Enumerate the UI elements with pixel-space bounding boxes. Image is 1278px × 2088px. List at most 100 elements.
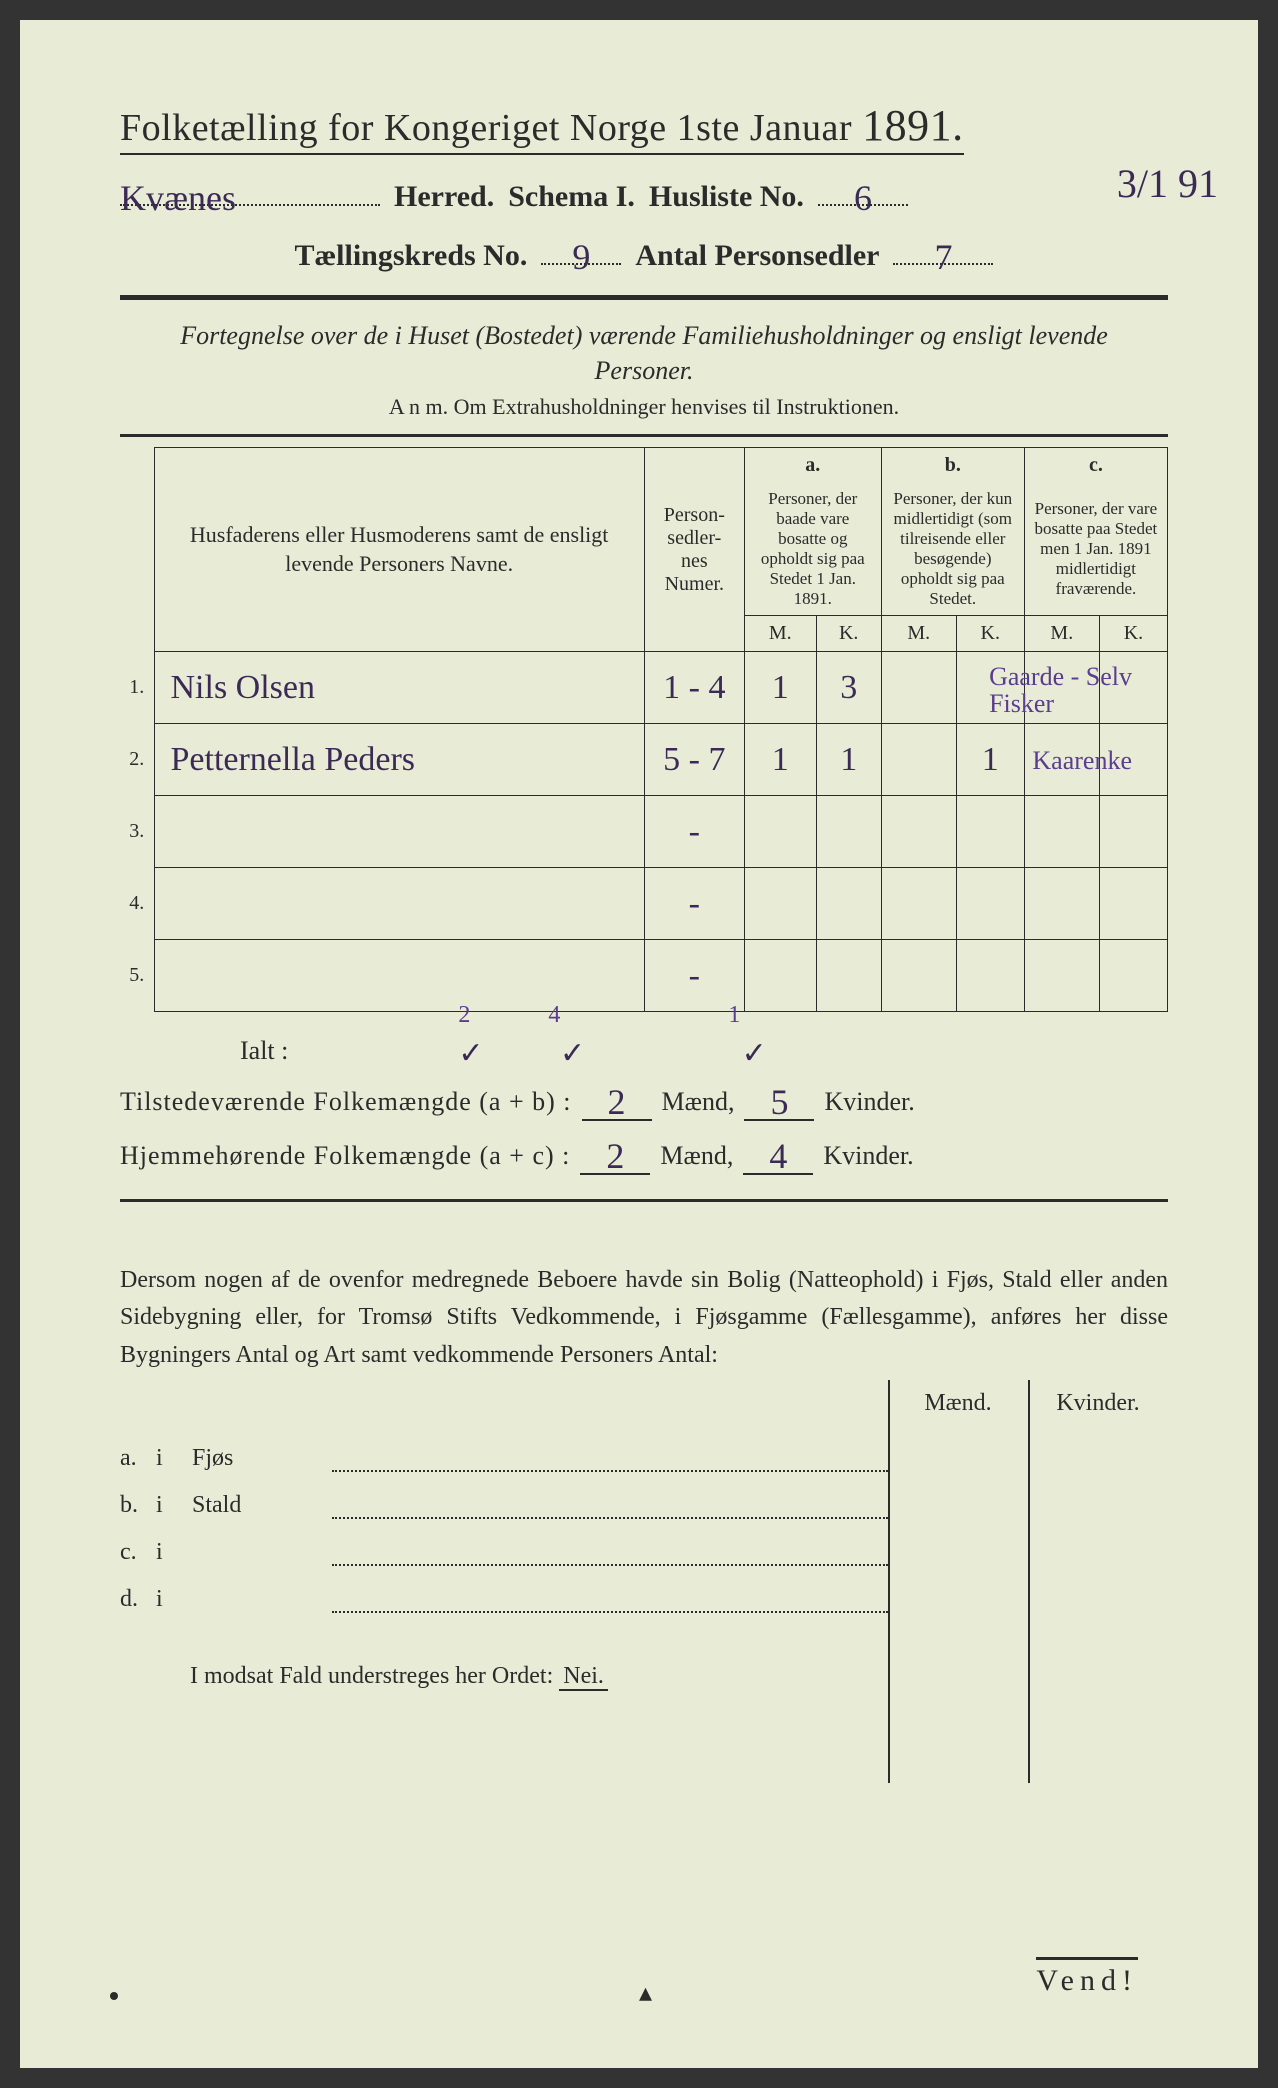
- col-c-label: c.: [1089, 454, 1103, 476]
- kvinder-2: Kvinder.: [823, 1141, 913, 1171]
- row-aM: 1: [744, 724, 816, 796]
- header-row-2: Kvænes Herred. Schema I. Husliste No. 6: [120, 173, 1168, 214]
- ialt-check2: ✓: [560, 1037, 585, 1070]
- col-b-text: Personer, der kun midlertidigt (som tilr…: [881, 483, 1024, 616]
- antal-label: Antal Personsedler: [635, 239, 879, 273]
- sub-i: i: [156, 1492, 192, 1519]
- row-numer: -: [644, 868, 744, 940]
- ialt-check1: ✓: [458, 1037, 483, 1070]
- hjemme-m: 2: [606, 1136, 624, 1176]
- row-name: [154, 940, 644, 1012]
- row-numer: -: [644, 796, 744, 868]
- sub-dots: [332, 1542, 888, 1566]
- row-name: [154, 868, 644, 940]
- ialt-label: Ialt :: [240, 1036, 288, 1066]
- row-number: 4.: [120, 868, 154, 940]
- row-number: 1.: [120, 652, 154, 724]
- c-M: M.: [1024, 616, 1099, 652]
- a-M: M.: [744, 616, 816, 652]
- maend-1: Mænd,: [662, 1087, 735, 1117]
- row-aM: [744, 868, 816, 940]
- sub-dots: [332, 1589, 888, 1613]
- sub-i: i: [156, 1586, 192, 1613]
- row-number: 3.: [120, 796, 154, 868]
- form-title: Folketælling for Kongeriget Norge 1ste J…: [120, 100, 964, 155]
- row-aK: [816, 940, 881, 1012]
- c-K: K.: [1099, 616, 1167, 652]
- row-bM: [881, 724, 956, 796]
- sub-a: b.: [120, 1492, 156, 1519]
- sub-mk-head: Mænd. Kvinder.: [120, 1390, 1168, 1417]
- ialt-above-bK: 1: [728, 1002, 740, 1029]
- row-cK: [1099, 940, 1167, 1012]
- row-name: Petternella Peders: [154, 724, 644, 796]
- handwritten-date: 3/1 91: [1117, 160, 1218, 207]
- row-bM: [881, 940, 956, 1012]
- census-table: Husfaderens eller Husmoderens samt de en…: [120, 447, 1168, 1012]
- a-K: K.: [816, 616, 881, 652]
- row1-note: Gaarde - Selv Fisker: [989, 663, 1132, 718]
- ialt-check3: ✓: [742, 1037, 767, 1070]
- sub-a: a.: [120, 1445, 156, 1472]
- col-b-label: b.: [945, 454, 961, 476]
- tilstede-m: 2: [608, 1082, 626, 1122]
- table-row: 3. -: [120, 796, 1168, 868]
- sub-i: i: [156, 1539, 192, 1566]
- sub-lbl: Fjøs: [192, 1445, 332, 1472]
- col-names: Husfaderens eller Husmoderens samt de en…: [154, 448, 644, 652]
- vend-label: Vend!: [1036, 1957, 1138, 1998]
- anm-text: A n m. Om Extrahusholdninger henvises ti…: [120, 394, 1168, 420]
- husliste-no: 6: [854, 178, 872, 218]
- col-c-text: Personer, der vare bosatte paa Stedet me…: [1024, 483, 1167, 616]
- form-header: Folketælling for Kongeriget Norge 1ste J…: [120, 100, 1168, 273]
- census-form-page: Folketælling for Kongeriget Norge 1ste J…: [20, 20, 1258, 2068]
- table-row: 4. -: [120, 868, 1168, 940]
- antal-value: 7: [934, 237, 952, 277]
- husliste-label: Husliste No.: [649, 180, 804, 214]
- hjemme-k: 4: [769, 1136, 787, 1176]
- nei-text: I modsat Fald understreges her Ordet:: [190, 1663, 553, 1689]
- header-row-3: Tællingskreds No. 9 Antal Personsedler 7: [120, 232, 1168, 273]
- ialt-above-aK: 4: [548, 1002, 560, 1029]
- row-aK: [816, 796, 881, 868]
- row-cM: [1024, 868, 1099, 940]
- row-aM: 1: [744, 652, 816, 724]
- tilstede-label: Tilstedeværende Folkemængde (a + b) :: [120, 1087, 572, 1117]
- row-number: 5.: [120, 940, 154, 1012]
- row-cM: [1024, 796, 1099, 868]
- kvinder-1: Kvinder.: [824, 1087, 914, 1117]
- title-text: Folketælling for Kongeriget Norge 1ste J…: [120, 107, 862, 149]
- sub-a: c.: [120, 1539, 156, 1566]
- b-K: K.: [956, 616, 1024, 652]
- row2-note: Kaarenke: [1032, 747, 1132, 774]
- row-bK: [956, 940, 1024, 1012]
- row-numer: 5 - 7: [644, 724, 744, 796]
- schema-label: Schema I.: [508, 180, 635, 214]
- row-aK: 1: [816, 724, 881, 796]
- nei-word: Nei.: [559, 1663, 608, 1691]
- sub-i: i: [156, 1445, 192, 1472]
- sub-maend: Mænd.: [888, 1390, 1028, 1417]
- herred-value: Kvænes: [120, 178, 236, 218]
- row-bK: 1: [956, 724, 1024, 796]
- row-bM: [881, 868, 956, 940]
- row-name: [154, 796, 644, 868]
- row-bM: [881, 652, 956, 724]
- row-aK: [816, 868, 881, 940]
- row-cK: [1099, 796, 1167, 868]
- b-M: M.: [881, 616, 956, 652]
- hjemme-label: Hjemmehørende Folkemængde (a + c) :: [120, 1141, 570, 1171]
- mark-dot: [110, 1992, 118, 2000]
- sub-dots: [332, 1448, 888, 1472]
- title-year: 1891.: [862, 101, 964, 150]
- row-cM: [1024, 940, 1099, 1012]
- row-numer: 1 - 4: [644, 652, 744, 724]
- sub-a: d.: [120, 1586, 156, 1613]
- rule-3: [120, 1199, 1168, 1202]
- mark-caret: ▴: [639, 1978, 652, 2008]
- row-number: 2.: [120, 724, 154, 796]
- col-a-text: Personer, der baade vare bosatte og opho…: [744, 483, 881, 616]
- tilstede-k: 5: [770, 1082, 788, 1122]
- maend-2: Mænd,: [660, 1141, 733, 1171]
- rule-1: [120, 295, 1168, 300]
